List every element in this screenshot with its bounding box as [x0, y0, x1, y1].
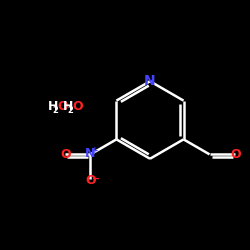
Text: 2: 2 — [52, 106, 59, 115]
Text: O: O — [72, 100, 83, 113]
Text: O: O — [60, 148, 71, 161]
Text: H: H — [62, 100, 73, 113]
Text: 2: 2 — [68, 106, 73, 115]
Text: +: + — [91, 146, 99, 155]
Text: O: O — [85, 174, 96, 187]
Text: O: O — [230, 148, 241, 161]
Text: O: O — [57, 100, 68, 113]
Text: −: − — [92, 174, 100, 184]
Text: N: N — [144, 74, 156, 88]
Text: H: H — [48, 100, 58, 113]
Text: N: N — [85, 147, 96, 160]
